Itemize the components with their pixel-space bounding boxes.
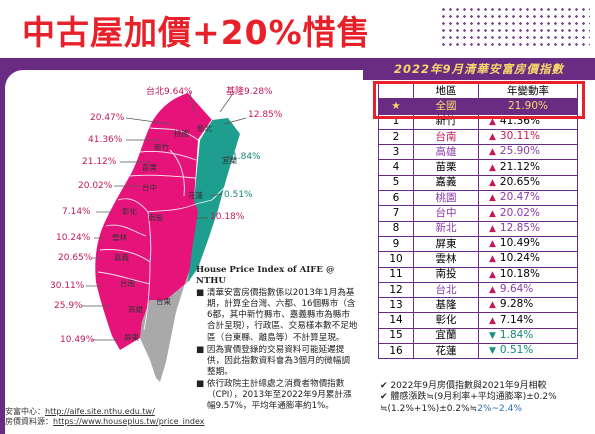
map-name-taizhong: 台中 bbox=[142, 182, 157, 192]
up-triangle-icon: ▲ bbox=[489, 315, 496, 326]
aife-link[interactable]: http://aife.site.nthu.edu.tw/ bbox=[45, 407, 155, 416]
map-name-tainan: 台南 bbox=[120, 278, 135, 288]
up-triangle-icon: ▲ bbox=[489, 147, 496, 158]
map-label-1049: 10.49% bbox=[60, 335, 95, 345]
map-label-keelung: 基隆9.28% bbox=[226, 87, 273, 97]
up-triangle-icon: ▲ bbox=[489, 132, 496, 143]
up-triangle-icon: ▲ bbox=[489, 193, 496, 204]
map-name-taidong: 台東 bbox=[156, 296, 171, 306]
header-region: 地區 bbox=[413, 82, 479, 100]
info-bullet-3: ■ 依行政院主計總處之消費者物價指數（CPI），2013年至2022年9月累計漲… bbox=[196, 378, 352, 412]
map-name-hualian: 花蓮 bbox=[188, 190, 203, 200]
ranking-table: 地區 年變動率 ★ 全國 21.90% 1 新竹 ▲ 41.36% 2 台南 ▲ 30.11%… bbox=[378, 82, 578, 360]
table-row-national: ★ 全國 21.90% bbox=[378, 98, 578, 115]
map-name-xinbei: 新北 bbox=[197, 123, 212, 133]
table-row: 3 高雄 ▲ 25.90% bbox=[378, 144, 578, 161]
up-triangle-icon: ▲ bbox=[489, 208, 496, 219]
table-row: 11 南投 ▲ 10.18% bbox=[378, 266, 578, 283]
map-label-184: 1.84% bbox=[232, 152, 261, 162]
map-name-xinzhu: 新竹 bbox=[154, 142, 169, 152]
table-row: 16 花蓮 ▼ 0.51% bbox=[378, 343, 578, 360]
map-region-west bbox=[95, 93, 212, 350]
up-triangle-icon: ▲ bbox=[489, 223, 496, 234]
table-row: 5 嘉義 ▲ 20.65% bbox=[378, 174, 578, 192]
headline: 中古屋加價+20%惜售 bbox=[22, 13, 371, 52]
map-name-zhanghua: 彰化 bbox=[122, 206, 137, 216]
table-row: 12 台北 ▲ 9.64% bbox=[378, 281, 578, 299]
up-triangle-icon: ▲ bbox=[489, 285, 496, 295]
info-title: House Price Index of AIFE @ NTHU bbox=[196, 265, 335, 287]
up-triangle-icon: ▲ bbox=[489, 269, 496, 280]
table-row: 9 屏東 ▲ 10.49% bbox=[378, 235, 578, 253]
down-triangle-icon: ▼ bbox=[489, 330, 496, 341]
map-region-taitung bbox=[140, 252, 196, 382]
info-bullet-1: ■ 清華安富房價指數係以2013年1月為基期，計算全台灣、六都、16個縣市（含6… bbox=[196, 288, 358, 343]
up-triangle-icon: ▲ bbox=[489, 116, 496, 127]
map-name-jiayi: 嘉義 bbox=[114, 252, 129, 262]
map-name-taoyuan: 桃園 bbox=[174, 128, 189, 138]
map-label-1024: 10.24% bbox=[56, 233, 91, 243]
map-label-714: 7.14% bbox=[62, 207, 91, 217]
houseplus-link[interactable]: https://www.houseplus.tw/price_index bbox=[53, 417, 205, 426]
map-name-yilan: 宜蘭 bbox=[222, 155, 237, 165]
table-row: 13 基隆 ▲ 9.28% bbox=[378, 297, 578, 314]
up-triangle-icon: ▲ bbox=[489, 300, 496, 311]
map-label-1285: 12.85% bbox=[248, 110, 283, 120]
up-triangle-icon: ▲ bbox=[489, 254, 496, 265]
source-credits: 安富中心：http://aife.site.nthu.edu.tw/ 房價資料源… bbox=[5, 407, 205, 426]
highlight-box bbox=[373, 81, 585, 119]
map-label-2002: 20.02% bbox=[78, 181, 113, 191]
map-name-nantou: 南投 bbox=[148, 212, 163, 222]
map-name-gaoxiong: 高雄 bbox=[128, 304, 143, 314]
map-name-pingdong: 屏東 bbox=[124, 332, 139, 342]
table-row: 7 台中 ▲ 20.02% bbox=[378, 205, 578, 222]
table-row: 8 新北 ▲ 12.85% bbox=[378, 220, 578, 237]
map-label-2047: 20.47% bbox=[90, 113, 125, 123]
table-row: 4 苗栗 ▲ 21.12% bbox=[378, 159, 578, 176]
map-label-259: 25.9% bbox=[54, 301, 83, 311]
table-row: 14 彰化 ▲ 7.14% bbox=[378, 312, 578, 329]
up-triangle-icon: ▲ bbox=[489, 177, 496, 188]
map-region-east bbox=[188, 118, 240, 282]
map-label-2112: 21.12% bbox=[82, 157, 117, 167]
dot-pattern-decoration bbox=[440, 6, 590, 50]
info-bullet-2: ■ 因為實價登錄的交易資料可能延遲提供，因此指數資料會為3個月的微幅調整期。 bbox=[196, 344, 350, 377]
map-label-3011: 30.11% bbox=[50, 281, 85, 291]
taiwan-map: 新北 桃園 新竹 苗栗 宜蘭 台中 花蓮 彰化 南投 雲林 嘉義 台南 高雄 台… bbox=[82, 91, 247, 382]
down-triangle-icon: ▼ bbox=[489, 346, 496, 357]
table-header: 地區 年變動率 bbox=[378, 82, 578, 100]
up-triangle-icon: ▲ bbox=[489, 239, 496, 250]
map-label-1018: 10.18% bbox=[210, 212, 245, 222]
table-row: 10 雲林 ▲ 10.24% bbox=[378, 251, 578, 268]
map-label-taipei: 台北9.64% bbox=[146, 87, 193, 97]
up-triangle-icon: ▲ bbox=[489, 162, 496, 173]
header-rate: 年變動率 bbox=[478, 82, 578, 100]
index-banner: 2022年9月清華安富房價指數 bbox=[368, 58, 590, 80]
map-name-yunlin: 雲林 bbox=[112, 232, 127, 242]
table-row: 6 桃園 ▲ 20.47% bbox=[378, 190, 578, 207]
map-label-2065: 20.65% bbox=[58, 253, 93, 263]
map-name-miaoli: 苗栗 bbox=[142, 163, 157, 172]
table-row: 2 台南 ▲ 30.11% bbox=[378, 128, 578, 146]
index-info: House Price Index of AIFE @ NTHU ■ 清華安富房… bbox=[196, 265, 358, 413]
map-label-4136: 41.36% bbox=[88, 135, 123, 145]
table-row: 15 宜蘭 ▼ 1.84% bbox=[378, 327, 578, 345]
map-label-051: 0.51% bbox=[224, 190, 253, 200]
notes: ✔ 2022年9月房價指數與2021年9月相較 ✔ 體感漲跌≒(9月利率+平均通… bbox=[380, 381, 557, 414]
